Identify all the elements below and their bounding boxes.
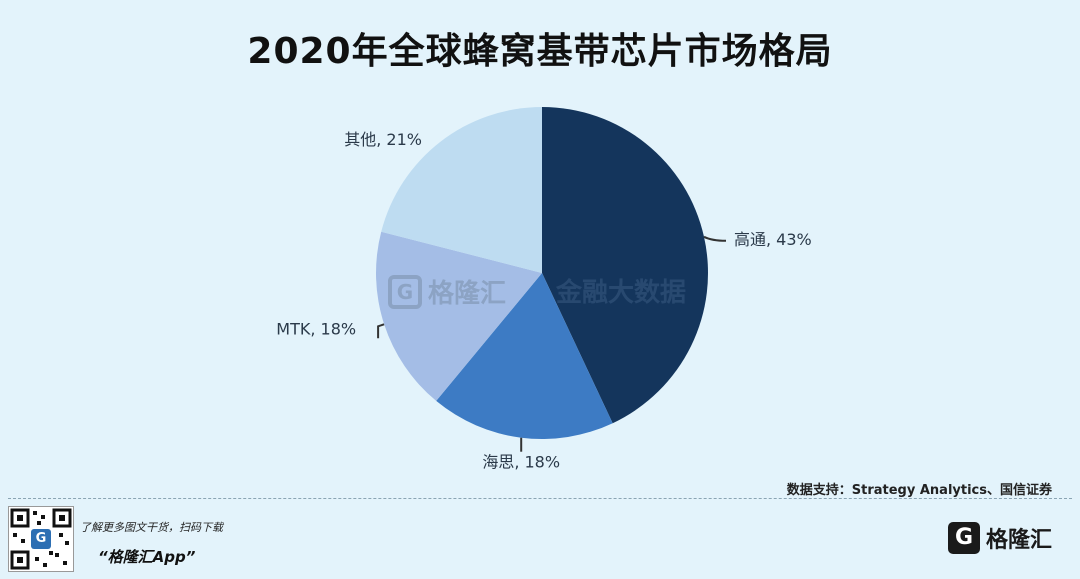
divider (8, 498, 1072, 499)
data-label-1: 海思, 18% (482, 453, 560, 472)
brand-name: 格隆汇 (985, 528, 1052, 553)
qr-logo: G (31, 529, 51, 549)
pie-slice-3 (381, 107, 542, 273)
pie-slice-1 (436, 273, 613, 440)
watermark-name: 格隆汇 (428, 279, 507, 309)
promo-app-name: “格隆汇App” (98, 548, 196, 566)
qr-code-pattern (10, 508, 72, 570)
leader-line-2 (377, 323, 385, 339)
leader-line-0 (703, 235, 727, 242)
watermark-logo: G 格隆汇 (388, 273, 506, 310)
watermark-text: 金融大数据 (556, 278, 687, 308)
pie-chart: 高通, 43% 海思, 18% MTK, 18% 其他, 21% (276, 107, 812, 472)
data-label-0: 高通, 43% (734, 230, 812, 249)
data-source: 数据支持：Strategy Analytics、国信证券 (786, 483, 1052, 498)
data-label-2: MTK, 18% (276, 319, 356, 338)
brand-logo-icon: G (947, 522, 980, 554)
data-label-3: 其他, 21% (344, 130, 422, 149)
qr-code-icon: G (8, 506, 74, 572)
promo-text: 了解更多图文干货，扫码下载 (80, 521, 223, 534)
watermark-logo-icon: G (388, 274, 422, 309)
pie-slice-2 (376, 231, 542, 401)
brand-logo: G 格隆汇 (947, 521, 1052, 555)
chart-title: 2020年全球蜂窝基带芯片市场格局 (247, 31, 833, 72)
pie-slice-0 (542, 107, 708, 424)
